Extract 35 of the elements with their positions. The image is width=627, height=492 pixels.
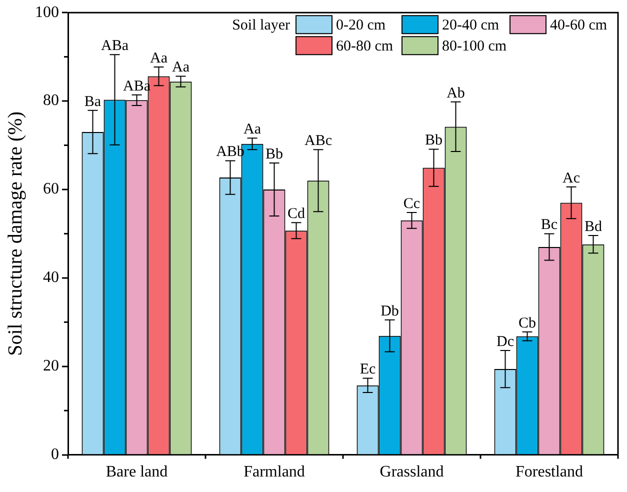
x-tick-label: Grassland: [380, 464, 444, 481]
data-label: Cb: [518, 315, 536, 332]
data-label: Aa: [150, 50, 168, 66]
x-tick-label: Bare land: [106, 464, 168, 481]
data-label: Aa: [172, 60, 190, 76]
data-label: Db: [380, 303, 399, 320]
data-label: Aa: [244, 122, 262, 138]
data-label: Dc: [496, 334, 514, 350]
data-label: Bd: [584, 218, 602, 235]
data-label: ABc: [304, 133, 332, 150]
y-tick-label: 60: [43, 180, 59, 198]
data-label: Bb: [424, 132, 443, 149]
data-label: Ec: [360, 362, 376, 378]
legend-label: 20-40 cm: [442, 18, 500, 34]
data-label: Bb: [265, 146, 284, 162]
y-tick-label: 0: [51, 446, 59, 464]
data-label: Ac: [562, 170, 580, 186]
data-label: ABa: [101, 38, 129, 54]
y-tick-label: 100: [35, 4, 59, 21]
legend-label: 60-80 cm: [336, 38, 394, 55]
legend-label: 80-100 cm: [442, 38, 507, 55]
x-tick-label: Farmland: [244, 464, 305, 481]
data-label: Bc: [540, 217, 558, 234]
x-tick-label: Forestland: [515, 464, 584, 481]
legend-label: 0-20 cm: [336, 18, 386, 34]
y-axis-title: Soil structure damage rate (%): [4, 112, 26, 356]
data-label: Cc: [403, 196, 420, 212]
legend-label: 40-60 cm: [550, 18, 608, 34]
data-label: Cd: [287, 206, 306, 222]
legend-title: Soil layer: [232, 18, 290, 34]
y-tick-label: 80: [43, 92, 59, 110]
y-tick-label: 40: [43, 269, 59, 286]
data-label: Ba: [84, 94, 102, 110]
y-tick-label: 20: [43, 358, 59, 375]
data-label: Ab: [446, 85, 465, 102]
